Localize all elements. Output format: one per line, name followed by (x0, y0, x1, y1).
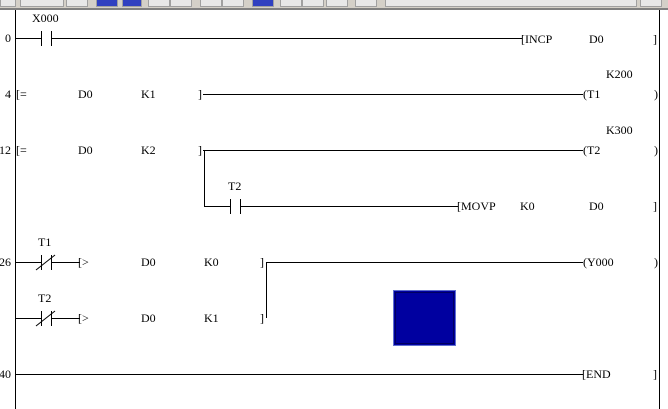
contact-label: X000 (32, 11, 59, 25)
operand: D0 (141, 255, 156, 269)
coil-end: ) (654, 87, 658, 101)
toolbar-button[interactable] (66, 0, 88, 7)
operand: K0 (520, 199, 535, 213)
compare-instruction[interactable]: [> (78, 255, 89, 269)
operand: K1 (204, 311, 219, 325)
toolbar-button[interactable] (326, 0, 348, 7)
contact-label: T2 (228, 179, 241, 193)
bracket: ] (653, 32, 657, 46)
rung-12[interactable]: [= D0 K2 ] (T2 K300 ) T2 [MOVP K0 D0 ] (16, 123, 658, 214)
step-number: 26 (0, 255, 11, 269)
bracket: ] (260, 311, 264, 325)
rung-40[interactable]: [END ] (16, 367, 657, 381)
end-instruction[interactable]: [END (582, 367, 611, 381)
timer-setting: K200 (606, 67, 633, 81)
toolbar-button[interactable] (96, 0, 118, 7)
bracket: ] (653, 367, 657, 381)
bracket: ] (198, 143, 202, 157)
operand: K1 (141, 87, 156, 101)
bracket: ] (653, 199, 657, 213)
toolbar-button[interactable] (20, 0, 64, 7)
step-number: 40 (0, 367, 11, 381)
bracket: ] (260, 255, 264, 269)
toolbar-button[interactable] (302, 0, 324, 7)
toolbar-button[interactable] (280, 0, 302, 7)
coil-end: ) (654, 143, 658, 157)
toolbar-combo[interactable] (385, 0, 637, 7)
toolbar (0, 0, 668, 10)
compare-instruction[interactable]: [= (16, 143, 27, 157)
contact-label: T1 (38, 235, 51, 249)
operand: D0 (78, 143, 93, 157)
toolbar-button[interactable] (200, 0, 222, 7)
step-number: 12 (0, 143, 11, 157)
toolbar-button[interactable] (252, 0, 274, 7)
nc-contact-icon[interactable] (35, 254, 56, 271)
nc-contact-icon[interactable] (35, 310, 56, 327)
coil[interactable]: (T2 (583, 143, 600, 157)
compare-instruction[interactable]: [> (78, 311, 89, 325)
rung-26[interactable]: T1 [> D0 K0 ] T2 [> D0 K1 ] (16, 235, 658, 327)
contact-label: T2 (38, 291, 51, 305)
bracket: ] (198, 87, 202, 101)
instruction[interactable]: [MOVP (457, 199, 496, 213)
operand: K0 (204, 255, 219, 269)
toolbar-button[interactable] (148, 0, 170, 7)
operand: D0 (141, 311, 156, 325)
toolbar-button[interactable] (122, 0, 142, 7)
instruction[interactable]: [INCP (521, 32, 553, 46)
step-number: 0 (5, 31, 11, 45)
toolbar-button[interactable] (170, 0, 192, 7)
operand: D0 (589, 199, 604, 213)
coil[interactable]: (Y000 (583, 255, 614, 269)
timer-setting: K300 (606, 123, 633, 137)
edit-cursor[interactable] (393, 290, 456, 346)
compare-instruction[interactable]: [= (16, 87, 27, 101)
toolbar-button[interactable] (355, 0, 377, 7)
step-number: 4 (5, 87, 11, 101)
rung-4[interactable]: [= D0 K1 ] (T1 K200 ) (16, 67, 658, 101)
rung-0[interactable]: X000 [INCP D0 ] (16, 11, 657, 46)
toolbar-button[interactable] (0, 0, 16, 7)
operand: D0 (589, 32, 604, 46)
toolbar-button[interactable] (222, 0, 244, 7)
operand: K2 (141, 143, 156, 157)
toolbar-button[interactable] (640, 0, 662, 7)
operand: D0 (78, 87, 93, 101)
coil-end: ) (654, 255, 658, 269)
coil[interactable]: (T1 (583, 87, 600, 101)
